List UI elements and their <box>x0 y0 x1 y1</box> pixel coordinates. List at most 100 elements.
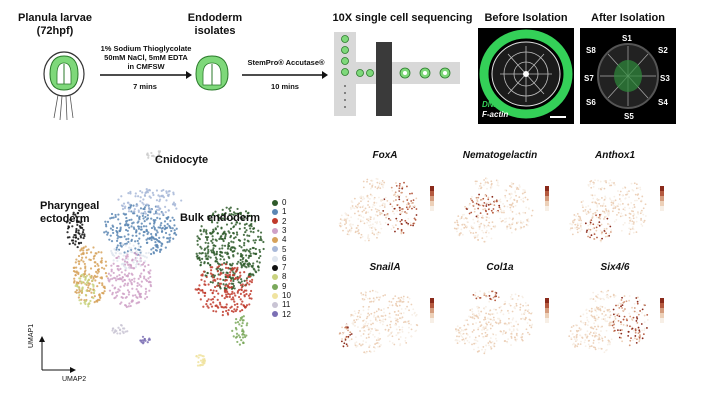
feature-map-point <box>396 305 399 307</box>
feature-map-point <box>628 233 631 235</box>
feature-map-point <box>525 328 528 331</box>
umap-point <box>240 280 243 283</box>
feature-map-point <box>601 210 604 213</box>
umap-point <box>259 235 262 238</box>
feature-map-point <box>598 215 601 217</box>
umap-point <box>232 253 235 257</box>
feature-map-point <box>475 215 478 218</box>
feature-map-point <box>643 219 646 222</box>
feature-map-point <box>590 186 593 189</box>
umap-point <box>150 232 153 236</box>
feature-map-point <box>576 228 579 231</box>
umap-point <box>242 233 245 236</box>
umap-point <box>149 211 152 214</box>
umap-point <box>135 302 138 305</box>
feature-map-point <box>620 212 623 215</box>
feature-map-point <box>359 330 361 332</box>
umap-point <box>232 298 235 301</box>
umap-point <box>239 298 242 301</box>
umap-point <box>148 222 152 225</box>
umap-point <box>157 150 160 153</box>
umap-point <box>98 298 101 302</box>
feature-map-point <box>595 229 598 232</box>
umap-point <box>210 305 214 308</box>
umap-point <box>223 230 226 233</box>
umap-point <box>233 303 237 306</box>
feature-map-point <box>499 200 502 203</box>
umap-point <box>241 308 244 312</box>
feature-map-point <box>588 233 591 235</box>
feature-map-point <box>379 213 381 216</box>
feature-map-point <box>468 204 471 206</box>
feature-map-point <box>395 334 398 337</box>
feature-map-point <box>488 231 490 234</box>
feature-map-point <box>468 336 471 338</box>
feature-map-point <box>480 310 483 313</box>
umap-point <box>152 193 155 197</box>
feature-map-point <box>517 188 520 191</box>
umap-point <box>155 208 159 212</box>
feature-map-point <box>484 316 486 319</box>
umap-point <box>210 221 214 224</box>
umap-point <box>147 206 151 209</box>
feature-map-point <box>376 187 379 190</box>
umap-point <box>142 234 145 237</box>
umap-point <box>244 250 247 253</box>
umap-point <box>100 257 103 260</box>
feature-map-point <box>609 314 612 317</box>
feature-map-point <box>474 182 477 185</box>
umap-point <box>159 207 162 210</box>
feature-map-point <box>482 231 485 234</box>
umap-point <box>221 233 224 236</box>
feature-map-point <box>589 223 592 226</box>
umap-point <box>221 310 225 313</box>
umap-point <box>94 279 97 282</box>
feature-map-point <box>632 215 635 217</box>
umap-point <box>195 355 198 358</box>
umap-point <box>232 241 235 244</box>
feature-map-point <box>511 222 514 224</box>
feature-map-point <box>510 231 513 234</box>
umap-point <box>145 225 148 228</box>
feature-map-point <box>368 206 371 209</box>
umap-point <box>119 332 122 335</box>
expression-scale-swatch <box>660 196 664 201</box>
umap-point <box>110 212 114 216</box>
feature-map-point <box>525 304 528 307</box>
umap-point <box>161 211 164 214</box>
feature-map-point <box>457 215 460 218</box>
umap-point <box>116 231 119 235</box>
umap-point <box>215 310 218 313</box>
umap-point <box>85 251 88 255</box>
umap-point <box>77 254 81 258</box>
feature-map-point <box>578 219 581 222</box>
feature-map-point <box>629 325 631 328</box>
umap-point <box>222 271 225 274</box>
umap-point <box>212 247 215 250</box>
umap-point <box>224 266 228 269</box>
feature-map-point <box>476 340 479 343</box>
feature-map-point <box>475 231 477 234</box>
feature-map-point <box>473 222 476 224</box>
umap-point <box>146 214 149 217</box>
feature-map-point <box>370 194 373 197</box>
feature-map-point <box>393 212 396 215</box>
feature-map-point <box>614 317 617 320</box>
umap-point <box>217 292 220 295</box>
feature-map-point <box>407 202 410 204</box>
umap-point <box>164 246 167 249</box>
feature-map-point <box>456 230 458 233</box>
umap-point <box>204 241 207 244</box>
feature-map-point <box>370 300 373 303</box>
feature-map-point <box>364 322 367 325</box>
umap-point <box>212 309 215 313</box>
umap-point <box>241 283 244 286</box>
feature-map-point <box>633 310 636 313</box>
umap-point <box>135 250 138 253</box>
feature-map-point <box>398 185 401 187</box>
feature-map-point <box>366 297 369 300</box>
umap-point <box>126 255 129 258</box>
feature-map-point <box>516 329 519 332</box>
umap-point <box>224 235 227 238</box>
umap-point <box>138 283 141 286</box>
